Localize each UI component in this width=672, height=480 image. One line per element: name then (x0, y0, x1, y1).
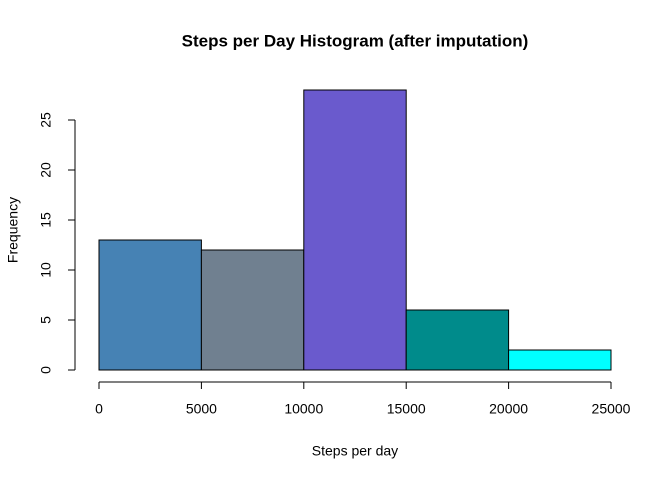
bar (98, 239, 202, 371)
bar (508, 349, 612, 371)
x-axis-label: Steps per day (312, 443, 398, 459)
x-tick-label: 15000 (387, 401, 426, 417)
bar (405, 309, 510, 371)
x-tick-label: 5000 (186, 401, 217, 417)
y-tick-label: 0 (38, 366, 54, 374)
y-axis-label: Frequency (5, 197, 21, 263)
y-tick-label: 25 (38, 112, 54, 128)
x-tick-label: 20000 (489, 401, 528, 417)
y-tick-label: 20 (38, 162, 54, 178)
x-tick-label: 10000 (284, 401, 323, 417)
y-tick-label: 10 (38, 262, 54, 278)
chart-title: Steps per Day Histogram (after imputatio… (182, 31, 529, 50)
bar (303, 89, 407, 371)
y-tick-label: 5 (38, 316, 54, 324)
bar (200, 249, 305, 371)
x-tick-label: 25000 (592, 401, 631, 417)
y-tick-label: 15 (38, 212, 54, 228)
x-tick-label: 0 (95, 401, 103, 417)
